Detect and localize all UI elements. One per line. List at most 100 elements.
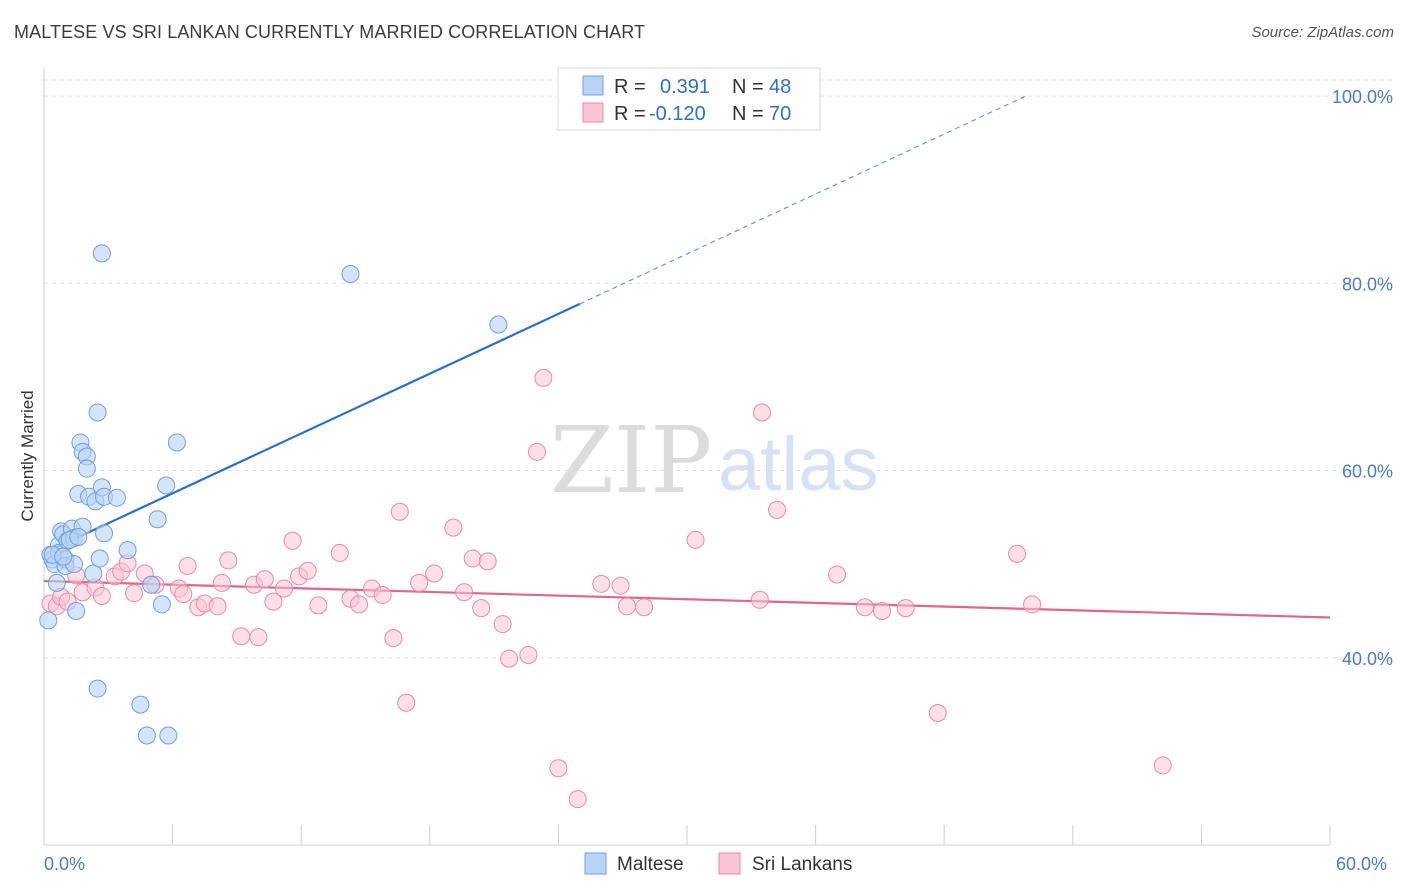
sri-lankans-point	[255, 570, 274, 589]
sri-lankans-point	[472, 599, 491, 618]
sri-lankans-point	[309, 596, 328, 615]
sri-lankans-point	[686, 530, 705, 549]
maltese-point	[88, 679, 107, 698]
sri-lankans-point	[828, 565, 847, 584]
sri-lankans-point	[178, 557, 197, 576]
bottom-legend-srilankans: Sri Lankans	[752, 854, 852, 875]
sri-lankans-point	[373, 586, 392, 605]
sri-lankans-point	[611, 576, 630, 595]
sri-lankans-point	[478, 552, 497, 571]
sri-lankans-point	[500, 649, 519, 668]
maltese-series	[39, 244, 508, 745]
sri-lankans-point	[527, 442, 546, 461]
sri-lankans-point	[549, 759, 568, 778]
sri-lankans-point	[1153, 756, 1172, 775]
maltese-point	[159, 726, 178, 745]
chart-source: Source: ZipAtlas.com	[1251, 24, 1394, 41]
legend-srilankans-r-value: -0.120	[649, 103, 706, 125]
maltese-point	[95, 524, 114, 543]
legend-swatch-maltese	[582, 75, 604, 96]
legend-srilankans-n-label: N =	[732, 103, 764, 125]
y-axis-title: Currently Married	[18, 390, 37, 521]
maltese-point	[39, 611, 58, 630]
legend-srilankans-n-value: 70	[769, 103, 791, 125]
sri-lankans-point	[298, 561, 317, 580]
maltese-point	[167, 433, 186, 452]
sri-lankans-point	[568, 790, 587, 809]
maltese-point	[107, 488, 126, 507]
sri-lankans-point	[330, 543, 349, 562]
sri-lankans-point	[873, 601, 892, 620]
sri-lankans-point	[768, 500, 787, 519]
sri-lankans-point	[592, 574, 611, 593]
sri-lankans-trend-line	[43, 579, 1331, 619]
maltese-trend-extension	[579, 95, 1026, 305]
bottom-legend-maltese: Maltese	[617, 854, 684, 875]
watermark-zip: ZIP	[550, 407, 712, 514]
sri-lankans-point	[384, 629, 403, 648]
sri-lankans-point	[1008, 544, 1027, 563]
sri-lankans-point	[283, 531, 302, 550]
legend-maltese-r-label: R =	[614, 76, 646, 98]
maltese-trend-line	[49, 302, 581, 552]
sri-lankans-point	[753, 403, 772, 422]
sri-lankans-series	[41, 368, 1172, 809]
sri-lankans-point	[928, 704, 947, 723]
sri-lankans-point	[249, 628, 268, 647]
maltese-point	[69, 528, 88, 547]
sri-lankans-point	[617, 597, 636, 616]
legend-maltese-n-value: 48	[769, 76, 791, 98]
bottom-legend-swatch-maltese	[584, 852, 607, 875]
sri-lankans-point	[1023, 595, 1042, 614]
sri-lankans-point	[264, 592, 283, 611]
sri-lankans-point	[208, 597, 227, 616]
maltese-point	[67, 601, 86, 620]
legend-bottom: Maltese Sri Lankans	[584, 852, 852, 875]
bottom-legend-swatch-srilankans	[718, 852, 741, 875]
maltese-point	[54, 547, 73, 566]
grid-lines	[44, 79, 1393, 659]
x-tick-label-min: 0.0%	[44, 854, 85, 874]
sri-lankans-point	[275, 579, 294, 598]
sri-lankans-point	[410, 573, 429, 592]
legend-maltese-r-value: 0.391	[660, 76, 710, 98]
legend-maltese-n-label: N =	[732, 76, 764, 98]
sri-lankans-point	[896, 599, 915, 618]
maltese-point	[47, 573, 66, 592]
sri-lankans-point	[232, 627, 251, 646]
legend-swatch-srilankans	[582, 102, 604, 123]
y-tick-label: 40.0%	[1342, 649, 1393, 669]
sri-lankans-point	[534, 368, 553, 387]
sri-lankans-point	[174, 585, 193, 604]
maltese-point	[90, 549, 109, 568]
sri-lankans-point	[635, 598, 654, 617]
y-tick-label: 80.0%	[1342, 274, 1393, 294]
y-tick-label: 100.0%	[1332, 87, 1393, 107]
maltese-point	[77, 459, 96, 478]
watermark: ZIP atlas	[550, 407, 879, 514]
sri-lankans-point	[219, 551, 238, 570]
maltese-point	[152, 595, 171, 614]
maltese-point	[341, 264, 360, 283]
maltese-point	[131, 695, 150, 714]
maltese-point	[92, 244, 111, 263]
sri-lankans-point	[390, 502, 409, 521]
maltese-point	[84, 564, 103, 583]
x-tick-label-max: 60.0%	[1336, 854, 1387, 874]
sri-lankans-point	[397, 693, 416, 712]
sri-lankans-point	[350, 595, 369, 614]
sri-lankans-point	[92, 586, 111, 605]
maltese-point	[489, 315, 508, 334]
sri-lankans-point	[750, 590, 769, 609]
x-axis-ticks	[172, 825, 1331, 845]
maltese-point	[88, 403, 107, 422]
y-axis-tick-labels: 40.0% 60.0% 80.0% 100.0%	[1332, 87, 1393, 669]
legend-top: R = 0.391 N = 48 R = -0.120 N = 70	[557, 67, 821, 131]
maltese-point	[137, 726, 156, 745]
maltese-point	[142, 575, 161, 594]
sri-lankans-point	[425, 564, 444, 583]
maltese-point	[157, 476, 176, 495]
sri-lankans-point	[463, 549, 482, 568]
sri-lankans-point	[519, 645, 538, 664]
